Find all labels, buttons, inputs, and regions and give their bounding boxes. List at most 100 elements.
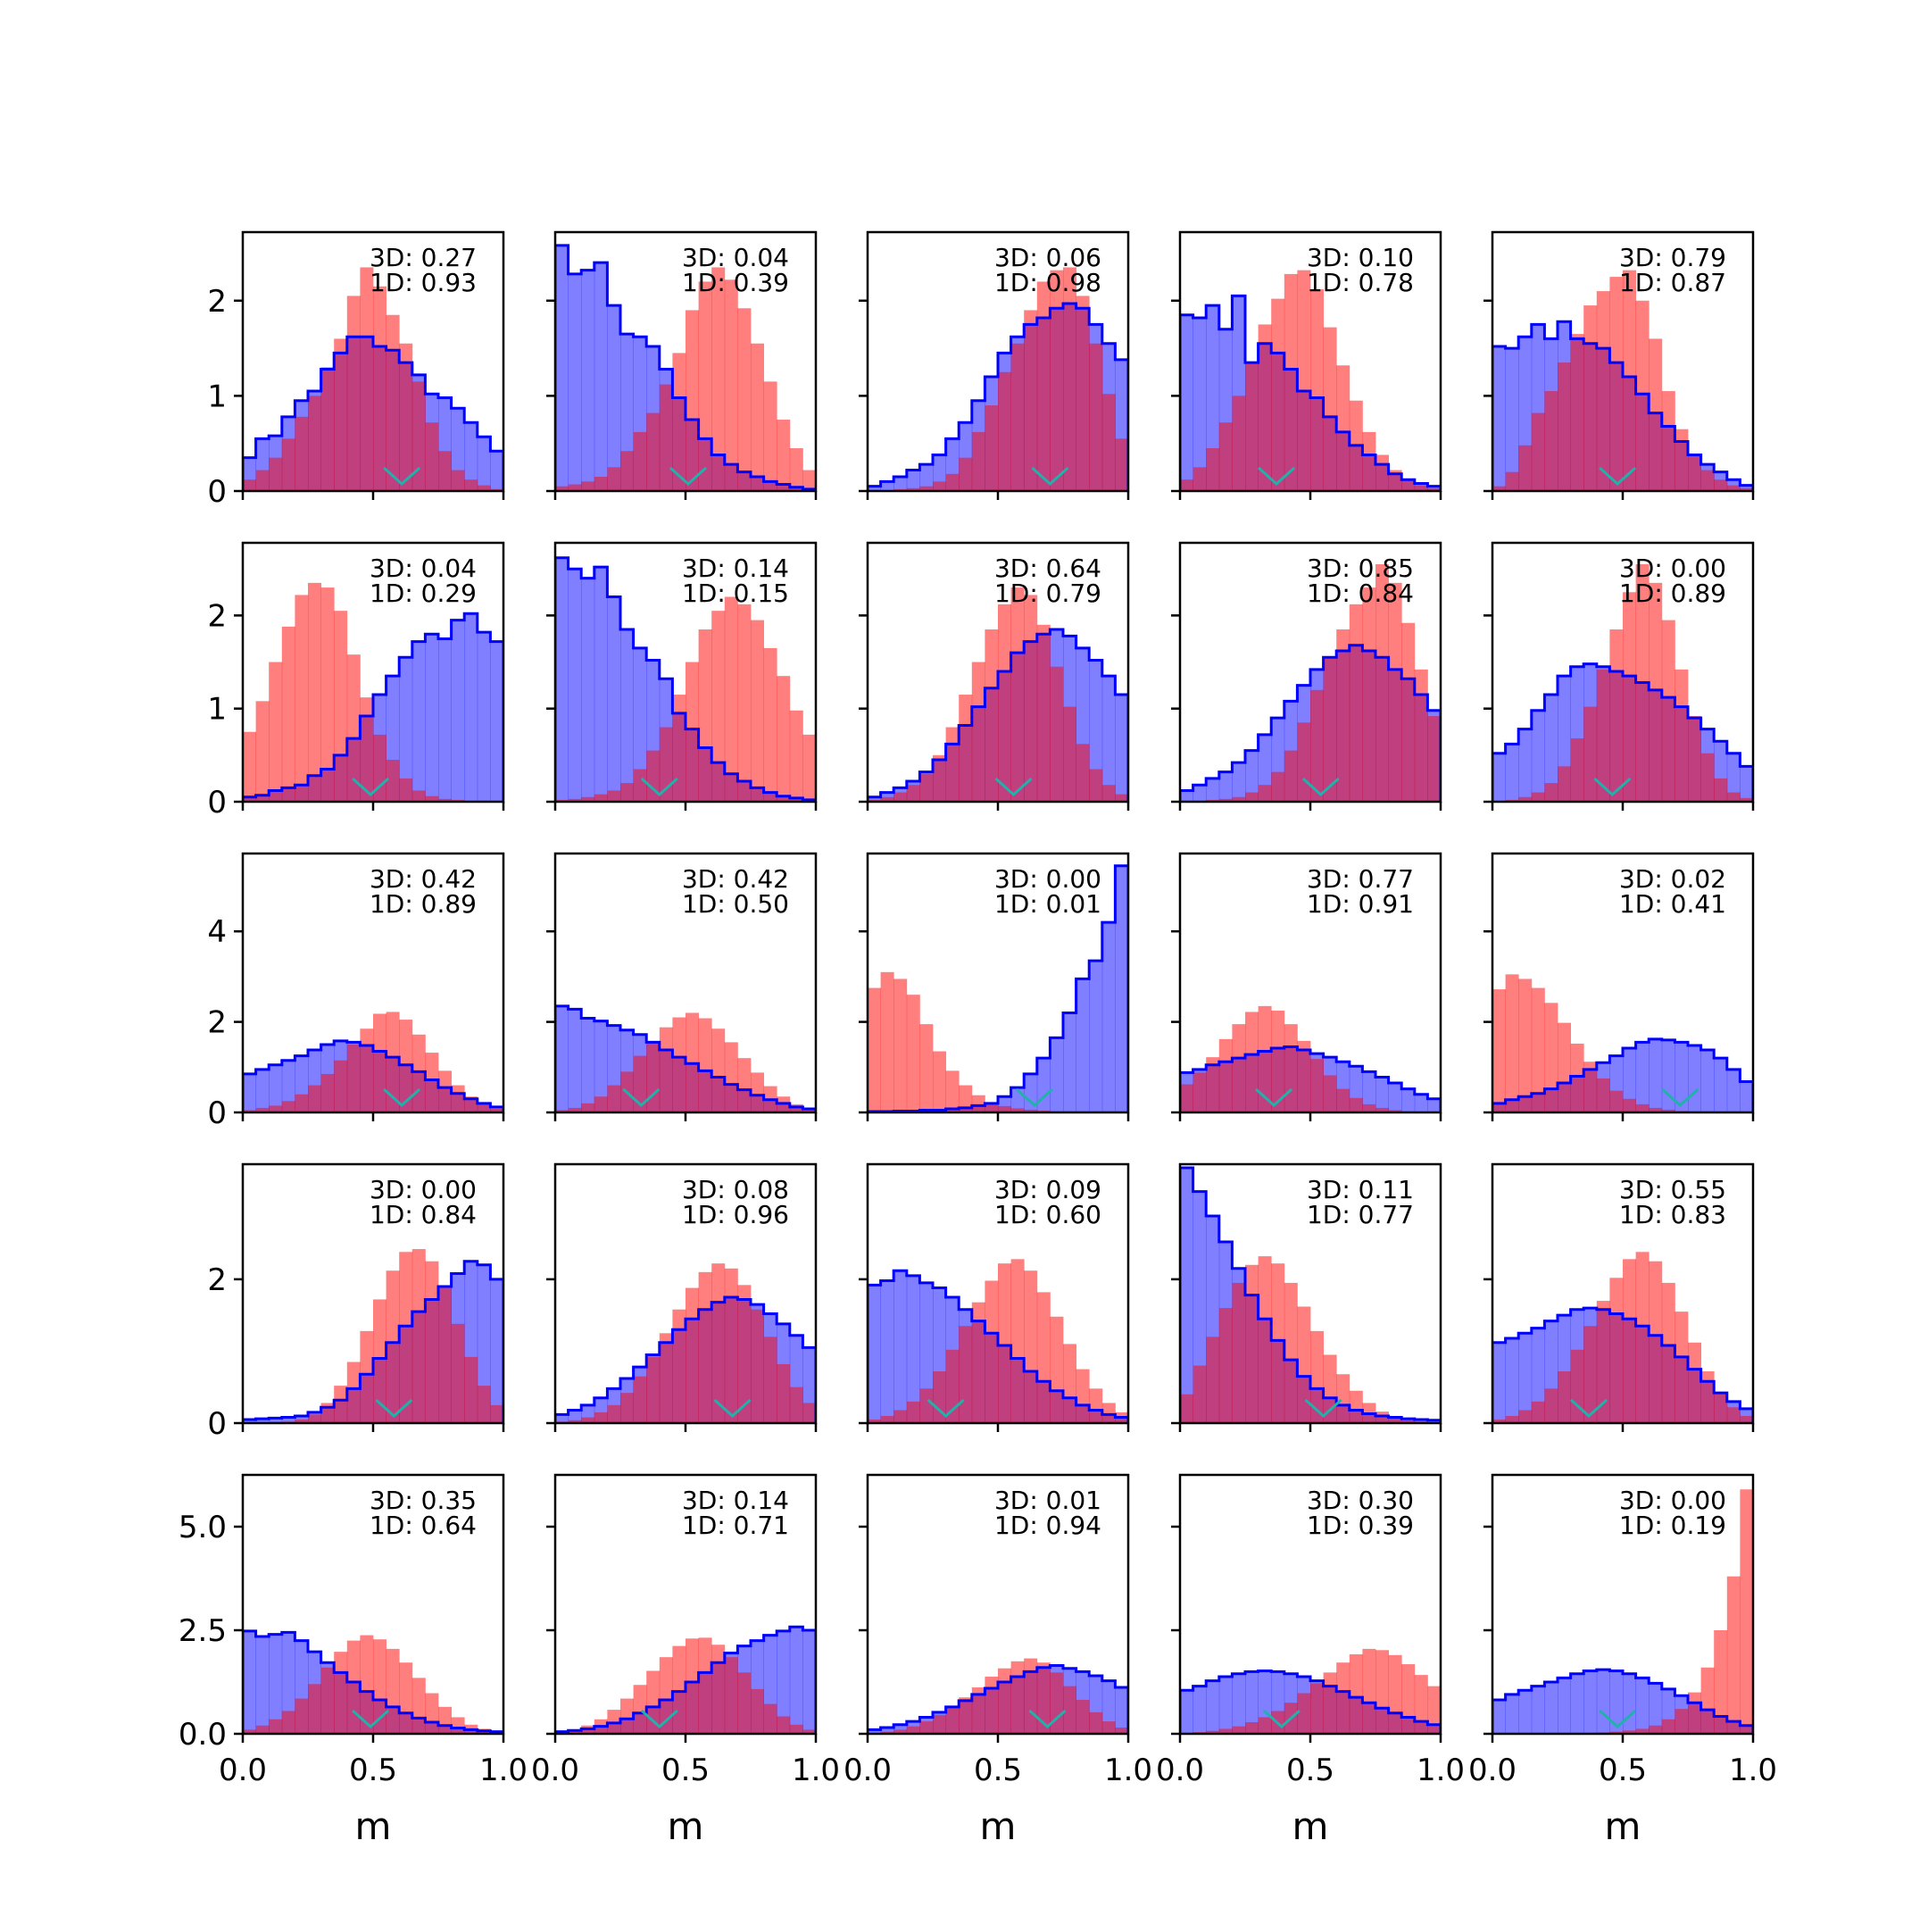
red-bar bbox=[1037, 625, 1051, 802]
red-bar bbox=[959, 1697, 972, 1734]
red-bar bbox=[594, 795, 608, 802]
plot-area bbox=[868, 587, 1128, 802]
red-bar bbox=[1623, 592, 1636, 802]
red-bar bbox=[1206, 448, 1219, 491]
red-bar bbox=[1727, 793, 1741, 802]
red-bar bbox=[893, 1411, 907, 1424]
blue-bar bbox=[581, 271, 594, 491]
red-bar bbox=[1336, 1662, 1350, 1734]
red-bar bbox=[777, 676, 790, 802]
red-bar bbox=[1401, 623, 1415, 802]
blue-bar bbox=[1089, 961, 1102, 1112]
red-bar bbox=[711, 1645, 725, 1734]
red-bar bbox=[1102, 1403, 1116, 1423]
red-bar bbox=[1597, 1301, 1610, 1423]
red-bar bbox=[464, 479, 478, 491]
red-bar bbox=[1714, 1393, 1727, 1423]
red-bar bbox=[790, 1104, 803, 1112]
x-tick-label: 0.0 bbox=[1468, 1753, 1517, 1788]
plot-area bbox=[243, 1631, 503, 1734]
red-bar bbox=[1558, 766, 1571, 802]
blue-bar bbox=[594, 262, 608, 491]
red-bar bbox=[1297, 1694, 1310, 1734]
red-bar bbox=[321, 1668, 335, 1734]
red-bar bbox=[1675, 1709, 1688, 1734]
red-bar bbox=[308, 1414, 321, 1423]
red-bar bbox=[438, 1070, 452, 1112]
red-bar bbox=[1297, 722, 1310, 802]
red-bar bbox=[660, 1028, 673, 1112]
label-1d: 1D: 0.64 bbox=[370, 1511, 477, 1540]
blue-bar bbox=[1492, 754, 1506, 802]
red-bar bbox=[933, 481, 946, 491]
label-1d: 1D: 0.87 bbox=[1619, 268, 1726, 297]
red-bar bbox=[737, 604, 751, 802]
red-bar bbox=[1675, 670, 1688, 802]
x-tick-label: 0.0 bbox=[531, 1753, 579, 1788]
red-bar bbox=[737, 308, 751, 491]
red-bar bbox=[412, 790, 426, 802]
red-bar bbox=[672, 695, 686, 802]
red-bar bbox=[1727, 1577, 1741, 1734]
blue-bar bbox=[412, 642, 426, 802]
blue-bar bbox=[569, 569, 582, 802]
red-bar bbox=[347, 1362, 361, 1423]
red-bar bbox=[1623, 271, 1636, 491]
red-bar bbox=[282, 627, 295, 802]
red-bar bbox=[1740, 1489, 1753, 1734]
blue-bar bbox=[555, 246, 569, 491]
red-bar bbox=[295, 417, 308, 491]
red-bar bbox=[1609, 1091, 1623, 1112]
red-bar bbox=[1102, 394, 1116, 491]
red-bar bbox=[594, 1096, 608, 1112]
red-bar bbox=[360, 1028, 373, 1112]
red-bar bbox=[1401, 479, 1415, 491]
red-bar bbox=[1297, 271, 1310, 491]
plot-area bbox=[243, 583, 503, 802]
red-bar bbox=[1701, 754, 1715, 802]
red-bar bbox=[1011, 344, 1025, 491]
red-bar bbox=[764, 381, 777, 491]
red-bar bbox=[1284, 274, 1298, 491]
blue-bar bbox=[1102, 676, 1116, 802]
red-bar bbox=[919, 774, 933, 802]
red-bar bbox=[646, 413, 660, 491]
red-bar bbox=[660, 385, 673, 491]
blue-bar bbox=[243, 1074, 256, 1112]
red-bar bbox=[1532, 793, 1545, 802]
y-tick-label: 0 bbox=[207, 785, 227, 820]
red-bar bbox=[452, 1086, 465, 1112]
red-bar bbox=[686, 1638, 699, 1734]
x-axis-label: m bbox=[355, 1804, 392, 1848]
red-bar bbox=[1193, 1366, 1207, 1423]
red-bar bbox=[1492, 989, 1506, 1112]
blue-bar bbox=[607, 305, 620, 491]
red-bar bbox=[646, 1041, 660, 1112]
red-bar bbox=[919, 1024, 933, 1112]
x-tick-label: 1.0 bbox=[1729, 1753, 1777, 1788]
red-bar bbox=[1336, 1374, 1350, 1423]
red-bar bbox=[452, 1717, 465, 1734]
x-axis-label: m bbox=[1605, 1804, 1641, 1848]
red-bar bbox=[256, 1726, 270, 1734]
plot-area bbox=[243, 1012, 503, 1112]
blue-bar bbox=[1180, 315, 1193, 491]
blue-bar bbox=[1636, 1678, 1650, 1734]
blue-bar bbox=[1206, 779, 1219, 802]
red-bar bbox=[1259, 785, 1272, 802]
red-bar bbox=[607, 1405, 620, 1423]
red-bar bbox=[790, 448, 803, 491]
red-bar bbox=[347, 1641, 361, 1734]
red-bar bbox=[1597, 291, 1610, 491]
red-bar bbox=[295, 595, 308, 802]
red-bar bbox=[959, 1326, 972, 1423]
plot-area bbox=[555, 1006, 816, 1112]
blue-bar bbox=[907, 471, 920, 491]
red-bar bbox=[594, 477, 608, 491]
red-bar bbox=[946, 1070, 960, 1112]
red-bar bbox=[1076, 1700, 1090, 1734]
label-1d: 1D: 0.89 bbox=[1619, 579, 1726, 608]
